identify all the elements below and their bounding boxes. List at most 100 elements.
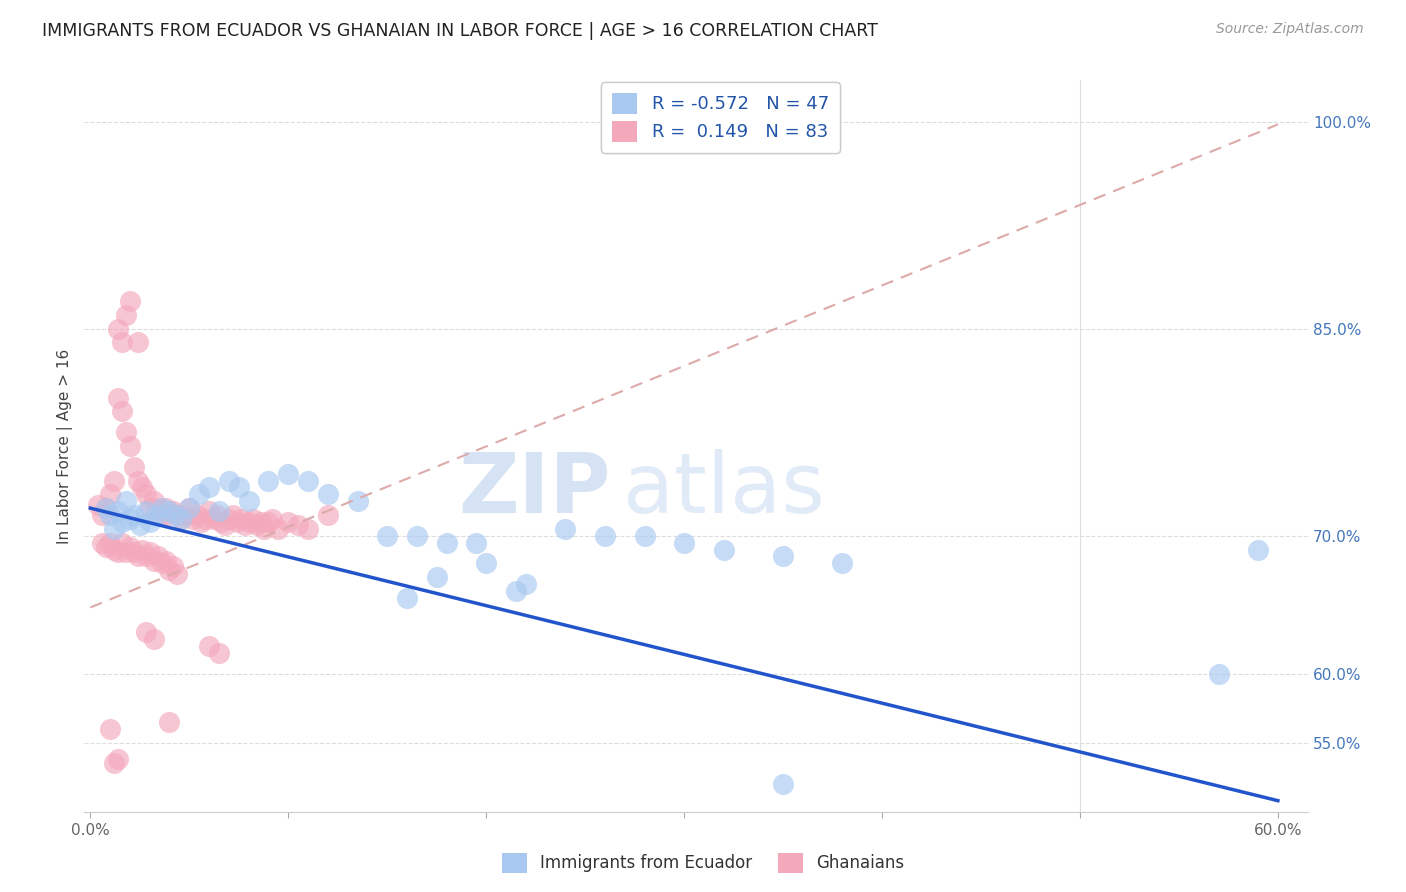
Point (150, 501, 173, 516)
Point (375, 529, 398, 543)
Point (174, 508, 197, 522)
Point (107, 545, 129, 559)
Point (135, 487, 157, 501)
Point (831, 557, 853, 571)
Point (228, 480, 250, 494)
Point (135, 549, 157, 564)
Point (593, 529, 616, 543)
Point (214, 517, 236, 532)
Point (142, 494, 165, 508)
Text: ZIP: ZIP (458, 450, 610, 531)
Point (135, 504, 157, 518)
Point (128, 517, 150, 532)
Point (673, 535, 696, 549)
Y-axis label: In Labor Force | Age > 16: In Labor Force | Age > 16 (58, 349, 73, 543)
Point (395, 591, 418, 605)
Point (170, 512, 193, 526)
Point (103, 542, 125, 557)
Point (245, 517, 267, 532)
Point (287, 517, 309, 532)
Point (297, 474, 319, 488)
Point (181, 512, 204, 526)
Point (118, 439, 141, 453)
Point (277, 467, 299, 481)
Text: IMMIGRANTS FROM ECUADOR VS GHANAIAN IN LABOR FORCE | AGE > 16 CORRELATION CHART: IMMIGRANTS FROM ECUADOR VS GHANAIAN IN L… (42, 22, 879, 40)
Point (166, 567, 188, 582)
Point (94, 501, 117, 516)
Point (135, 625, 157, 640)
Point (262, 512, 284, 526)
Point (87, 499, 110, 513)
Point (772, 549, 794, 564)
Point (316, 487, 339, 501)
Point (505, 583, 527, 598)
Point (186, 508, 208, 522)
Point (159, 563, 181, 577)
Point (107, 321, 129, 335)
Point (142, 553, 165, 567)
Point (107, 391, 129, 405)
Point (122, 459, 145, 474)
Point (145, 508, 167, 522)
Point (107, 752, 129, 766)
Point (465, 535, 488, 549)
Point (122, 545, 145, 559)
Point (194, 512, 217, 526)
Point (554, 522, 576, 536)
Point (198, 639, 221, 653)
Point (94, 540, 117, 554)
Point (208, 504, 231, 518)
Point (188, 487, 211, 501)
Point (111, 335, 134, 350)
Point (166, 508, 188, 522)
Point (98, 535, 121, 549)
Point (118, 512, 141, 526)
Point (127, 549, 149, 564)
Point (267, 522, 290, 536)
Point (202, 512, 225, 526)
Point (115, 425, 138, 440)
Point (249, 515, 271, 529)
Point (515, 577, 537, 591)
Point (155, 501, 177, 516)
Point (633, 529, 655, 543)
Point (297, 522, 319, 536)
Point (1208, 666, 1230, 681)
Point (118, 294, 141, 309)
Point (103, 756, 125, 771)
Point (138, 545, 160, 559)
Point (190, 515, 212, 529)
Point (138, 515, 160, 529)
Point (127, 474, 149, 488)
Point (179, 501, 201, 516)
Point (772, 777, 794, 791)
Point (111, 515, 134, 529)
Point (146, 501, 169, 516)
Point (98, 487, 121, 501)
Point (107, 504, 129, 518)
Point (713, 542, 735, 557)
Point (346, 494, 368, 508)
Point (115, 545, 138, 559)
Point (475, 557, 498, 571)
Point (218, 474, 240, 488)
Point (150, 508, 173, 522)
Point (406, 529, 429, 543)
Text: atlas: atlas (623, 450, 824, 531)
Point (159, 508, 181, 522)
Point (103, 474, 125, 488)
Point (111, 404, 134, 418)
Point (225, 515, 247, 529)
Point (165, 508, 187, 522)
Point (98, 722, 121, 736)
Point (91, 535, 114, 549)
Point (170, 512, 193, 526)
Point (316, 508, 339, 522)
Point (127, 335, 149, 350)
Legend: R = -0.572   N = 47, R =  0.149   N = 83: R = -0.572 N = 47, R = 0.149 N = 83 (602, 82, 839, 153)
Point (209, 515, 232, 529)
Point (162, 504, 184, 518)
Point (277, 515, 299, 529)
Point (208, 646, 231, 660)
Point (91, 508, 114, 522)
